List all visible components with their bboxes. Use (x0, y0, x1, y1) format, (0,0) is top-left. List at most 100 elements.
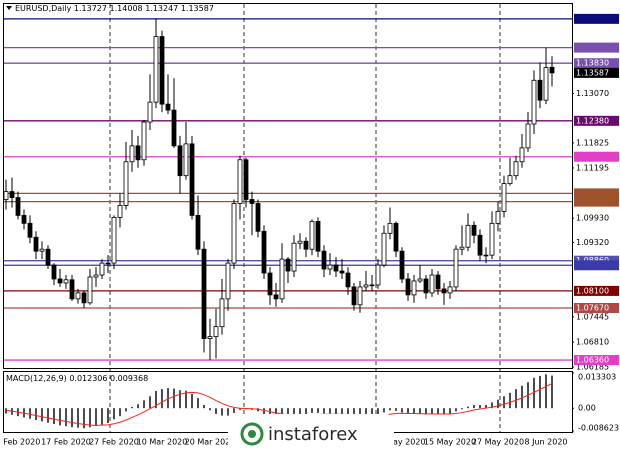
candle-body (189, 143, 195, 216)
candle-body (39, 248, 45, 252)
y-tick-label: -0.008623 (578, 424, 619, 433)
candle-body (141, 121, 147, 161)
candle-body (153, 36, 159, 103)
candle-body (465, 224, 471, 248)
candle-body (393, 222, 399, 252)
chart-title: EURUSD,Daily 1.13727 1.14008 1.13247 1.1… (15, 4, 214, 13)
candle-body (471, 224, 477, 236)
candle-body (3, 191, 9, 200)
candle-body (543, 67, 549, 101)
candle-body (45, 248, 51, 266)
candle-body (483, 254, 489, 257)
plot-layer: 1.13070 1.11825 1.11195 1.09930 1.09320 1.074… (0, 13, 619, 447)
candle-body (273, 294, 279, 300)
candle-body (429, 274, 435, 294)
y-tick-label: 0.013303 (578, 373, 616, 382)
y-tick-label: 1.09320 (576, 238, 609, 247)
ohlc-close: 1.13587 (181, 4, 214, 13)
macd-name: MACD(12,26,9) (6, 374, 67, 383)
macd-title: MACD(12,26,9) 0.012306 0.009368 (6, 374, 148, 383)
candle-body (351, 286, 357, 306)
candle-body (495, 211, 501, 224)
candle-body (357, 286, 363, 306)
level-label-box (574, 58, 619, 69)
x-tick-label: 10 Mar 2020 (137, 438, 188, 447)
candle-body (447, 286, 453, 294)
candle-body (219, 298, 225, 328)
candle-body (369, 284, 375, 287)
candle-body (279, 258, 285, 300)
candle-body (105, 262, 111, 265)
candle-body (315, 220, 321, 252)
candle-body (21, 215, 27, 224)
candle-body (501, 183, 507, 212)
candle-body (453, 248, 459, 288)
candle-body (177, 145, 183, 177)
candle-body (255, 203, 261, 232)
macd-value: 0.012306 (69, 374, 107, 383)
candle-body (213, 326, 219, 338)
candle-body (333, 264, 339, 272)
candle-body (261, 230, 267, 274)
candle-body (33, 236, 39, 252)
candle-body (285, 258, 291, 272)
candle-body (417, 278, 423, 282)
y-tick-label: 1.13070 (576, 89, 609, 98)
watermark-text: instaforex (268, 424, 358, 445)
candle-body (111, 216, 117, 264)
candle-body (507, 175, 513, 185)
candle-body (339, 270, 345, 274)
level-label: 1.13830 (576, 59, 609, 68)
candle-body (249, 199, 255, 204)
level-label: 1.07670 (576, 303, 609, 312)
x-tick-label: 5 May 2020 (378, 438, 425, 447)
candle-body (75, 292, 81, 300)
level-label: 1.06360 (576, 356, 609, 365)
ohlc-low: 1.13247 (145, 4, 178, 13)
current-price-box (574, 67, 619, 78)
ohlc-high: 1.14008 (110, 4, 143, 13)
level-label-box (574, 151, 619, 162)
candle-body (201, 248, 207, 339)
watermark-box (228, 414, 394, 450)
y-tick-label: 1.07445 (576, 312, 609, 321)
candle-body (489, 222, 495, 256)
candle-body (321, 250, 327, 270)
level-label: 1.08100 (576, 286, 609, 295)
candle-body (87, 276, 93, 304)
x-tick-label: 8 Jun 2020 (524, 438, 567, 447)
candle-body (411, 280, 417, 296)
candle-body (375, 264, 381, 286)
candle-body (57, 278, 63, 284)
candle-body (291, 242, 297, 272)
watermark: instaforex (228, 414, 394, 450)
level-label-box (574, 115, 619, 126)
candle-body (309, 220, 315, 250)
x-tick-label: 20 Mar 2020 (185, 438, 236, 447)
candle-body (519, 147, 525, 163)
candle-body (9, 191, 15, 198)
level-label-box (574, 285, 619, 296)
candle-body (423, 278, 429, 294)
price-frame (3, 3, 573, 369)
candle-body (165, 103, 171, 111)
candle-body (129, 145, 135, 163)
candle-body (387, 222, 393, 234)
x-tick-label: 27 May 2020 (472, 438, 524, 447)
watermark-logo (240, 422, 264, 446)
x-tick-label: 27 Feb 2020 (89, 438, 139, 447)
y-tick-label: 1.11195 (576, 163, 609, 172)
candle-body (99, 262, 105, 276)
candle-body (69, 279, 75, 300)
candle-body (531, 79, 537, 125)
menu-triangle[interactable] (6, 6, 12, 10)
x-tick-label: 17 Feb 2020 (41, 438, 91, 447)
candle-body (381, 232, 387, 266)
y-tick-label: 0.00 (578, 404, 596, 413)
symbol: EURUSD,Daily (15, 4, 72, 13)
y-tick-label: 1.09930 (576, 214, 609, 223)
y-tick-label: 1.06810 (576, 338, 609, 347)
y-tick-label: 1.06185 (576, 363, 609, 372)
candle-body (225, 262, 231, 300)
